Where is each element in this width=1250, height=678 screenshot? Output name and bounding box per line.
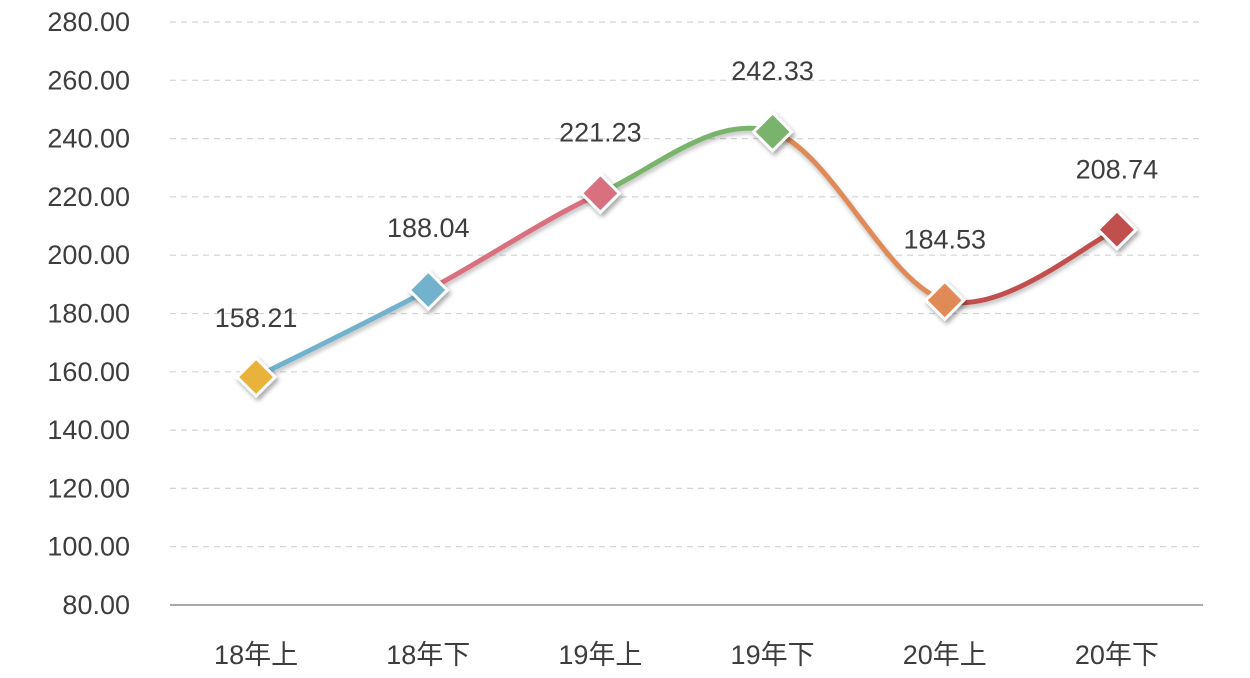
y-tick-label: 280.00 — [47, 7, 130, 37]
data-label: 188.04 — [387, 213, 470, 243]
data-point-marker — [407, 268, 450, 312]
y-tick-label: 260.00 — [47, 65, 130, 95]
data-labels: 158.21 188.04 221.23 242.33 184.53 208.74 — [215, 56, 1158, 333]
data-point-marker — [234, 355, 278, 399]
data-point-marker — [923, 279, 966, 322]
data-label: 158.21 — [215, 303, 298, 333]
y-tick-label: 160.00 — [47, 357, 130, 387]
data-point-marker — [579, 172, 622, 215]
series-line-segment — [597, 125, 776, 196]
series-line-segment — [425, 190, 603, 293]
y-tick-label: 180.00 — [47, 299, 130, 329]
series-line-segment — [770, 129, 948, 303]
y-axis-tick-labels: 80.00 100.00 120.00 140.00 160.00 180.00 200.0… — [47, 7, 130, 620]
data-point-marker — [1095, 208, 1139, 251]
x-axis-tick-labels: 18年上 18年下 19年上 19年下 20年上 20年下 — [214, 640, 1159, 670]
y-tick-label: 200.00 — [47, 240, 130, 270]
x-tick-label: 18年上 — [214, 640, 298, 670]
x-tick-label: 18年下 — [386, 640, 470, 670]
data-label: 208.74 — [1076, 155, 1159, 185]
y-tick-label: 80.00 — [62, 590, 130, 620]
x-tick-label: 19年上 — [558, 640, 642, 670]
y-tick-label: 240.00 — [47, 124, 130, 154]
y-tick-label: 120.00 — [47, 473, 130, 503]
data-markers — [234, 110, 1139, 399]
y-tick-label: 140.00 — [47, 415, 130, 445]
gridlines — [170, 21, 1203, 548]
data-label: 242.33 — [731, 56, 814, 86]
x-tick-label: 20年下 — [1075, 640, 1159, 670]
y-tick-label: 100.00 — [47, 532, 130, 562]
data-label: 184.53 — [903, 224, 986, 254]
series-line — [253, 125, 1120, 380]
data-point-marker — [751, 110, 794, 153]
x-tick-label: 19年下 — [731, 640, 815, 670]
y-tick-label: 220.00 — [47, 182, 130, 212]
x-tick-label: 20年上 — [903, 640, 987, 670]
data-label: 221.23 — [559, 117, 642, 147]
